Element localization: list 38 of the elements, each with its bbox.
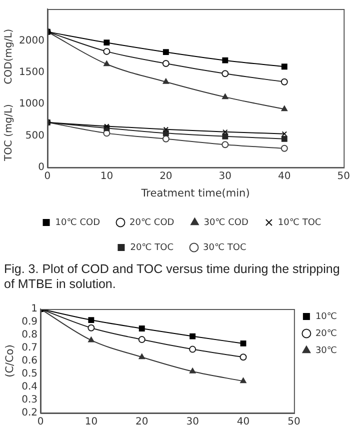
y-tick-label: 0.6 bbox=[22, 356, 38, 367]
y-tick-label: 1 bbox=[31, 304, 38, 315]
y-tick-label: 500 bbox=[25, 130, 44, 142]
x-tick-label: 40 bbox=[278, 170, 291, 182]
y-tick-label: 0.9 bbox=[22, 316, 38, 328]
y-tick-label: 0.2 bbox=[22, 408, 38, 419]
x-tick-label: 20 bbox=[136, 416, 148, 428]
x-tick-label: 10 bbox=[100, 170, 114, 182]
legend-label: 10℃ COD bbox=[55, 218, 100, 228]
x-tick-label: 50 bbox=[288, 416, 300, 428]
y-tick-label: 0 bbox=[38, 162, 44, 173]
legend-label: 20℃ bbox=[315, 328, 338, 339]
y-tick-label: 0.3 bbox=[22, 394, 38, 406]
x-tick-label: 30 bbox=[218, 170, 232, 182]
caption: Fig. 3. Plot of COD and TOC versus time during the stripping of MTBE in solution. bbox=[3, 262, 341, 293]
y-axis-title: (C/Co) bbox=[4, 344, 16, 378]
legend-label: 30℃ bbox=[315, 346, 338, 356]
legend-label: 10℃ bbox=[315, 312, 338, 322]
x-tick-label: 10 bbox=[84, 416, 98, 428]
x-tick-label: 30 bbox=[186, 416, 199, 428]
y-tick-label: 2000 bbox=[18, 35, 44, 46]
x-tick-label: 20 bbox=[160, 170, 172, 182]
text: TOC (mg/L) bbox=[4, 104, 15, 162]
legend-label: 10℃ TOC bbox=[278, 218, 322, 228]
y-tick-label: 1000 bbox=[18, 98, 44, 110]
y-axis-title: COD(mg/L) bbox=[4, 28, 15, 84]
legend-label: 30℃ TOC bbox=[203, 242, 246, 253]
legend-label: 30℃ COD bbox=[204, 218, 249, 228]
x-axis-title: Treatment time(min) bbox=[140, 187, 250, 200]
y-tick-label: 0.8 bbox=[22, 330, 38, 341]
x-tick-label: 50 bbox=[337, 170, 350, 182]
y-tick-label: 0.5 bbox=[22, 368, 38, 380]
x-tick-label: 40 bbox=[236, 416, 250, 428]
y-tick-label: 0.4 bbox=[22, 382, 38, 393]
legend-label: 20℃ TOC bbox=[130, 242, 174, 253]
y-tick-label: 1500 bbox=[18, 66, 44, 78]
legend-label: 20℃ COD bbox=[130, 218, 174, 228]
y-tick-label: 0.7 bbox=[22, 342, 38, 354]
